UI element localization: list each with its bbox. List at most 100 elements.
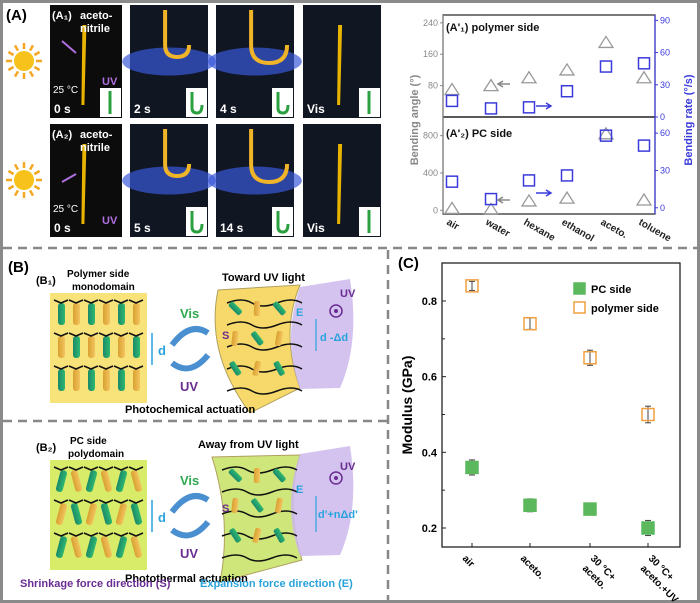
sub-panel-label: (B₁) (36, 275, 56, 287)
polymer-chain (113, 332, 129, 337)
polymer-chain (128, 499, 144, 504)
bending-rate-point (445, 94, 459, 108)
photo-row-label: (A₁) (52, 10, 72, 22)
sun-disc (14, 51, 34, 71)
bending-angle-point (597, 126, 615, 140)
bent-film-strip (163, 10, 192, 60)
bending-angle-point (558, 190, 576, 204)
pc-side-point (465, 460, 479, 475)
film-schematic (50, 293, 147, 403)
mesogen-rod (229, 361, 242, 376)
mesogen-rod (85, 503, 98, 525)
polymer-chain (113, 499, 129, 504)
cycle-arrow-icon (169, 493, 210, 514)
bending-rate-point (599, 129, 613, 142)
solvent-label: nitrile (80, 23, 110, 35)
polymer-chain (83, 332, 99, 337)
polymer-chain (53, 466, 69, 471)
sun-ray (33, 50, 41, 57)
uv-label: UV (102, 76, 118, 88)
mesogen-rod (253, 300, 261, 317)
film-strip (337, 144, 343, 224)
polymer-chain (113, 365, 129, 370)
mesogen-rod (228, 301, 242, 315)
mesogen-rod (130, 470, 143, 492)
polymer-chain (113, 532, 129, 537)
photo-frame: 0 s (50, 5, 122, 118)
mesogen-rod (103, 336, 110, 358)
polymer-side-point (583, 351, 597, 365)
x-tick-label: water (483, 217, 512, 240)
sun-ray (13, 163, 20, 171)
photo-frame: 0 s (50, 124, 122, 237)
photo-frame: 5 s (122, 124, 216, 237)
y-tick-label: 240 (423, 18, 438, 28)
legend-expansion: Expansion force direction (E) (200, 578, 353, 590)
inset-strip (190, 92, 204, 115)
mesogen-rod (70, 470, 83, 492)
mesogen-rod (133, 303, 140, 325)
temperature-label: 25 °C (53, 204, 78, 215)
x-tick-label: air (445, 217, 461, 233)
polymer-chain (68, 499, 84, 504)
polymer-chain (53, 499, 69, 504)
mesogen-rod (88, 336, 95, 358)
polymer-chain (53, 532, 69, 537)
temperature-label: 25 °C (53, 85, 78, 96)
bending-rate-point (522, 101, 536, 114)
sun-icon (6, 162, 42, 198)
sun-ray (33, 184, 41, 191)
mesogen-rod (118, 336, 125, 358)
spacing-label: d (158, 510, 166, 525)
actuation-caption: Photothermal actuation (125, 573, 248, 585)
polymer-chain (98, 532, 114, 537)
shrinkage-label: S (222, 330, 229, 342)
mesogen-rod (100, 470, 113, 492)
cycle-arrow-icon (169, 326, 210, 347)
chart-title-top: (A'₁) polymer side (446, 22, 539, 34)
polymer-chain (226, 365, 303, 373)
mesogen-rod (73, 303, 80, 325)
vis-label: Vis (180, 473, 199, 488)
mesogen-rod (58, 303, 65, 325)
spacing-change-label: d'+nΔd' (318, 509, 358, 521)
uv-lamp-core (334, 309, 338, 313)
inset-strip (276, 92, 290, 115)
mesogen-rod (130, 536, 143, 558)
left-axis-arrow (496, 196, 510, 204)
right-axis-arrow (536, 189, 553, 197)
spacing-label: d (158, 343, 166, 358)
polymer-chain (98, 365, 114, 370)
photo-row-label: (A₂) (52, 129, 72, 141)
pc-side-point (641, 521, 655, 535)
polymer-chain (83, 499, 99, 504)
solvent-label: aceto- (80, 10, 113, 22)
polymer-chain (68, 299, 84, 304)
bending-angle-point (635, 70, 653, 84)
uv-lamp-ring (329, 471, 343, 485)
spacing-change-label: d -Δd (320, 332, 348, 344)
bending-angle-point (520, 193, 538, 207)
uv-lamp-ring (329, 304, 343, 318)
bending-angle-point (482, 202, 500, 215)
film-strip (81, 25, 87, 105)
mesogen-rod (103, 369, 110, 391)
polymer-chain (226, 343, 303, 351)
polymer-chain (68, 332, 84, 337)
mesogen-rod (85, 536, 98, 558)
mesogen-rod (252, 527, 262, 544)
polymer-side-point (465, 279, 479, 293)
sub-panel-title: PC side (70, 436, 107, 447)
bending-chart: 80 160 240 0 30 60 90 0 400 800 0 30 60 (A'₁) polymer… (409, 14, 695, 245)
bending-rate-point (560, 169, 574, 182)
polymer-chain (113, 299, 129, 304)
panel-c-label: (C) (398, 255, 419, 272)
bending-rate-point (637, 139, 651, 152)
polymer-chain (68, 466, 84, 471)
polymer-chain (128, 332, 144, 337)
mesogen-rod (85, 470, 98, 492)
mesogen-rod (272, 468, 286, 483)
sun-ray (7, 50, 15, 57)
mesogen-rod (231, 330, 239, 347)
